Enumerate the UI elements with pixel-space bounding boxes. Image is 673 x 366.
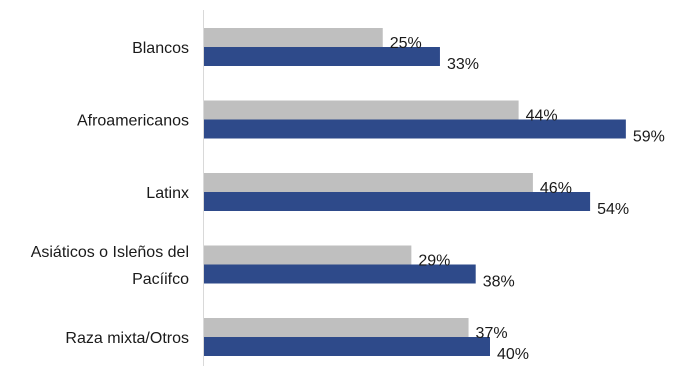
category-label: Raza mixta/Otros <box>65 330 189 347</box>
value-label: 33% <box>447 56 479 73</box>
value-label: 46% <box>540 180 572 197</box>
bar <box>204 173 533 192</box>
bar <box>204 28 383 47</box>
bar <box>204 264 476 284</box>
category-label: Afroamericanos <box>77 113 189 130</box>
category-label: Blancos <box>132 40 189 57</box>
category-label: Latinx <box>146 185 189 202</box>
value-label: 40% <box>497 346 529 363</box>
value-label: 44% <box>526 108 558 125</box>
value-label: 29% <box>418 253 450 270</box>
bar <box>204 192 591 211</box>
category-labels: Blancos Afroamericanos Latinx Asiáticos o I… <box>31 40 189 347</box>
value-labels: 25% 33% 44% 59% 46% 54% 29% 38% 37% 40% <box>390 35 665 363</box>
bar <box>204 245 412 265</box>
bar <box>204 337 490 356</box>
value-label: 59% <box>633 129 665 146</box>
category-label: Asiáticos o Isleños del Pacíifco <box>31 244 189 288</box>
value-label: 38% <box>483 274 515 291</box>
bars <box>204 28 626 356</box>
value-label: 37% <box>476 325 508 342</box>
value-label: 25% <box>390 35 422 52</box>
bar <box>204 119 626 139</box>
bar <box>204 318 469 337</box>
value-label: 54% <box>597 201 629 218</box>
bar <box>204 100 519 120</box>
bar <box>204 47 440 66</box>
